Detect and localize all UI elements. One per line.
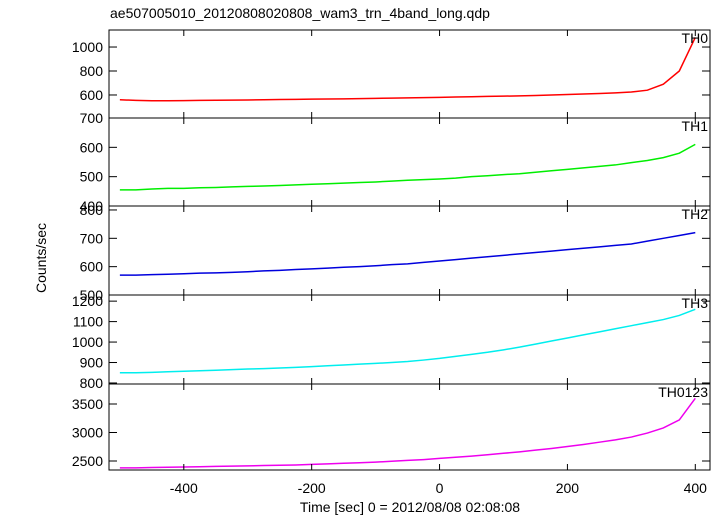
y-tick-label: 2500 bbox=[72, 453, 103, 469]
y-tick-label: 800 bbox=[80, 202, 104, 218]
series-label: TH1 bbox=[682, 118, 709, 134]
y-tick-label: 800 bbox=[80, 375, 104, 391]
y-tick-label: 400 bbox=[80, 198, 104, 214]
data-line bbox=[119, 308, 696, 374]
y-tick-label: 800 bbox=[80, 63, 104, 79]
y-tick-label: 600 bbox=[80, 259, 104, 275]
y-tick-label: 500 bbox=[80, 287, 104, 303]
panel-frame bbox=[108, 117, 711, 207]
panel-frame bbox=[108, 205, 711, 296]
chart-title: ae507005010_20120808020808_wam3_trn_4ban… bbox=[110, 5, 490, 21]
y-tick-label: 1000 bbox=[72, 39, 103, 55]
data-line bbox=[119, 231, 696, 276]
y-axis-label: Counts/sec bbox=[33, 223, 49, 293]
y-tick-label: 1200 bbox=[72, 293, 103, 309]
y-tick-label: 700 bbox=[80, 110, 104, 126]
data-line bbox=[119, 37, 696, 102]
x-tick-label: -400 bbox=[170, 480, 198, 496]
y-tick-label: 700 bbox=[80, 230, 104, 246]
x-tick-label: -200 bbox=[298, 480, 326, 496]
x-tick-label: 400 bbox=[684, 480, 708, 496]
panel-frame bbox=[108, 29, 711, 119]
x-tick-label: 0 bbox=[436, 480, 444, 496]
y-tick-label: 600 bbox=[80, 87, 104, 103]
panel-frame bbox=[108, 383, 711, 471]
y-tick-label: 3500 bbox=[72, 396, 103, 412]
data-line bbox=[119, 397, 696, 469]
y-tick-label: 500 bbox=[80, 169, 104, 185]
series-label: TH0123 bbox=[658, 384, 708, 400]
series-label: TH3 bbox=[682, 295, 709, 311]
data-line bbox=[119, 143, 696, 191]
y-tick-label: 900 bbox=[80, 355, 104, 371]
x-tick-label: 200 bbox=[556, 480, 580, 496]
y-tick-label: 1000 bbox=[72, 334, 103, 350]
y-tick-label: 600 bbox=[80, 139, 104, 155]
y-tick-label: 1100 bbox=[73, 314, 103, 330]
series-label: TH0 bbox=[682, 30, 709, 46]
y-tick-label: 3000 bbox=[72, 424, 103, 440]
series-label: TH2 bbox=[682, 206, 709, 222]
x-axis-label: Time [sec] 0 = 2012/08/08 02:08:08 bbox=[300, 499, 520, 515]
